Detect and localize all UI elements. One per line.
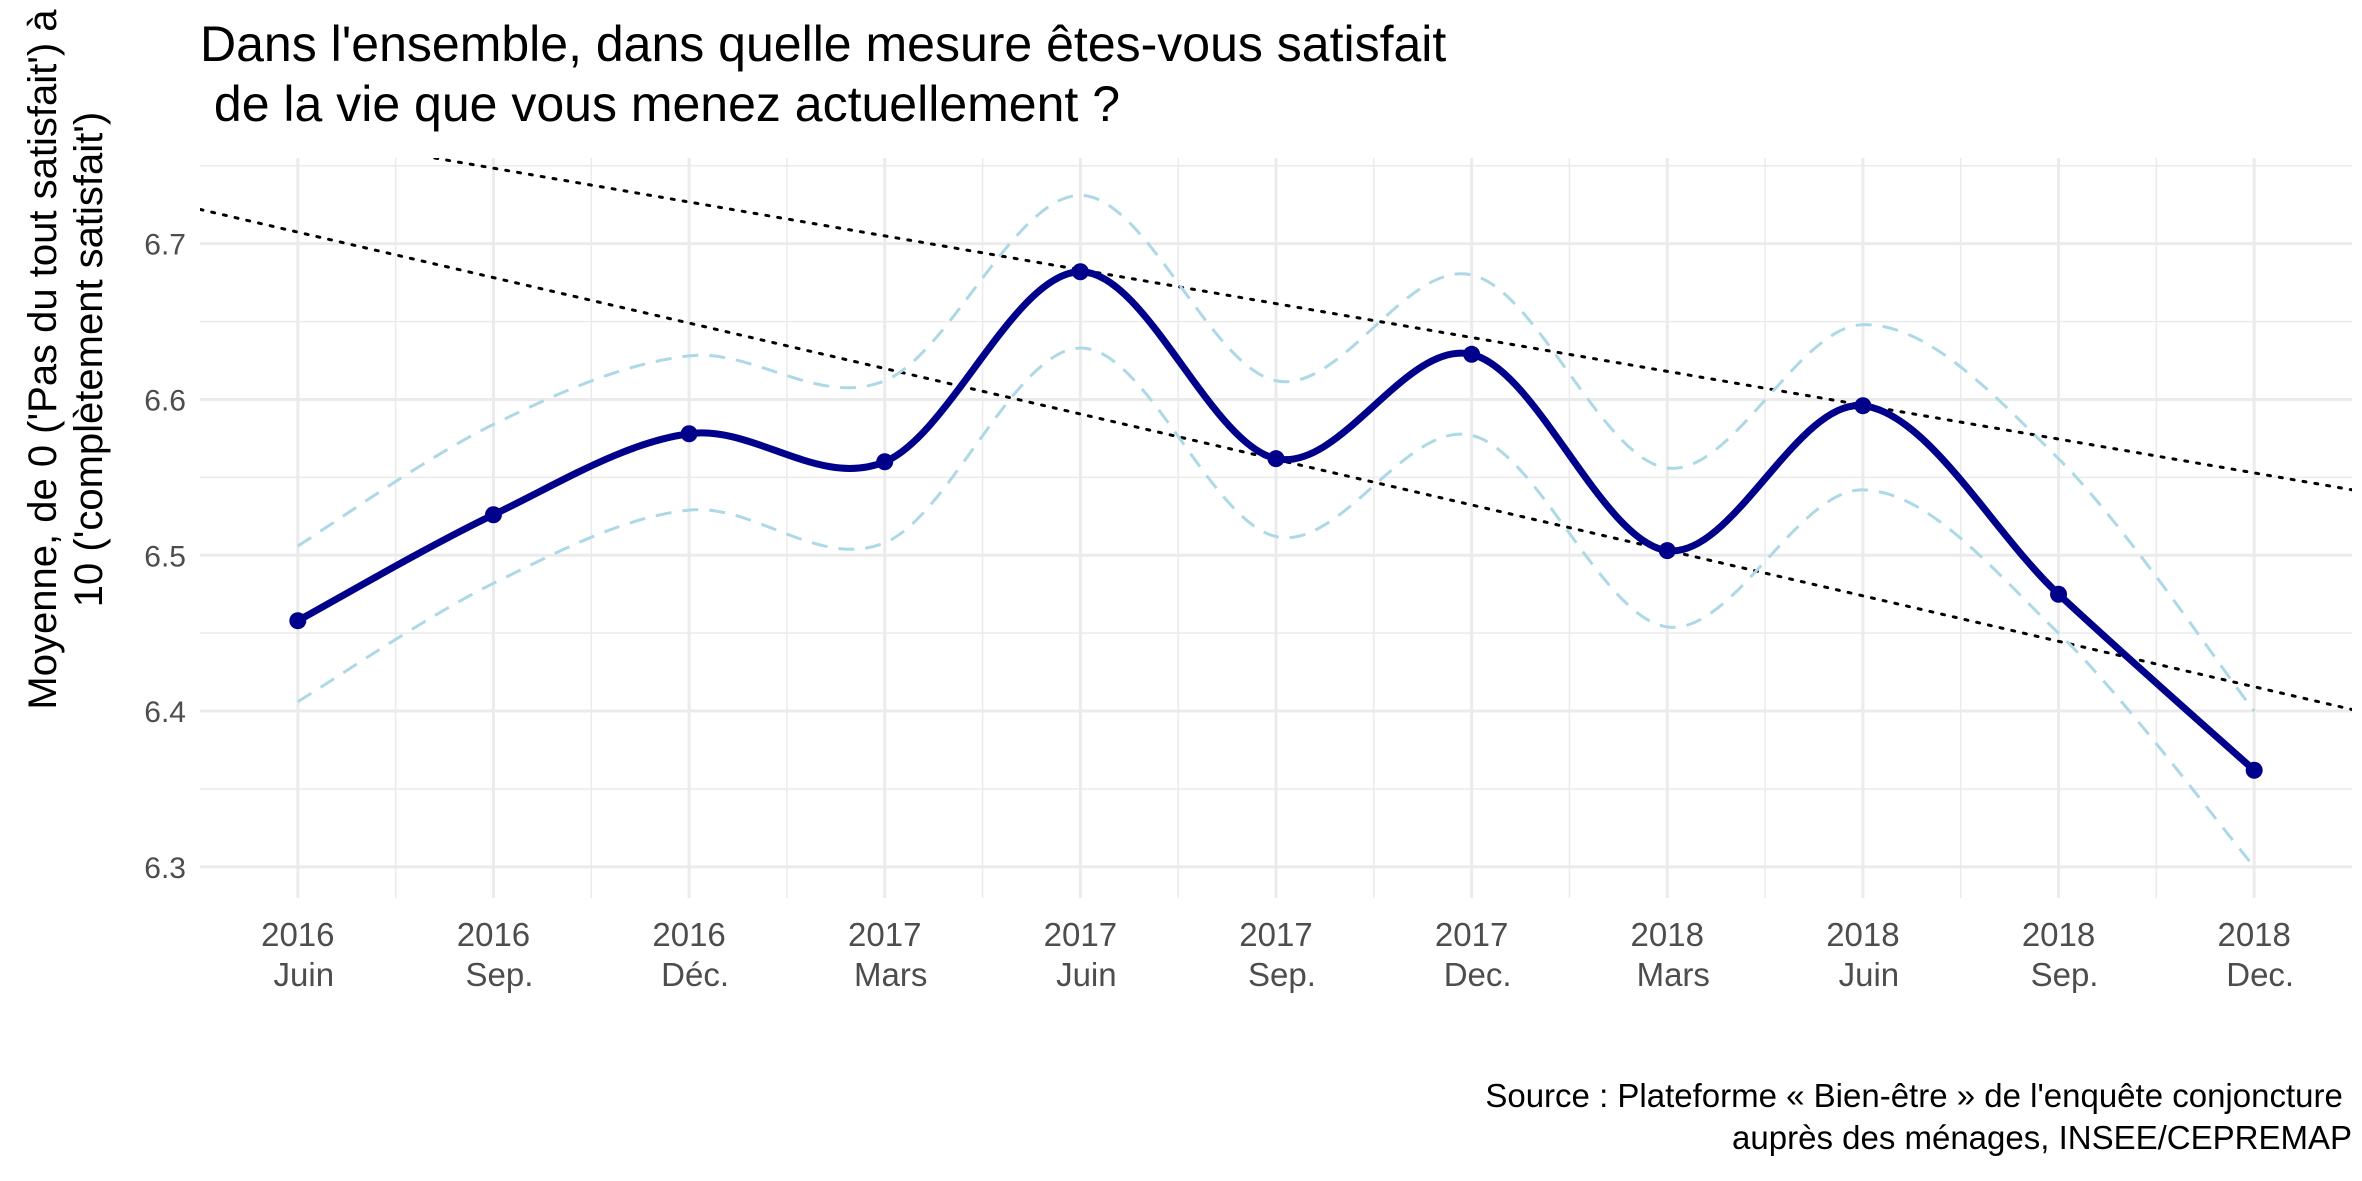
data-point	[1658, 542, 1676, 560]
data-point	[484, 506, 502, 524]
chart-title: Dans l'ensemble, dans quelle mesure êtes…	[200, 16, 1447, 132]
y-tick-label: 6.5	[144, 540, 186, 573]
mean-series	[294, 268, 2258, 774]
y-tick-label: 6.7	[144, 229, 186, 262]
x-tick-label: 2018 Mars	[1631, 916, 1710, 993]
data-point	[876, 453, 894, 471]
source-caption: Source : Plateforme « Bien-être » de l'e…	[1485, 1077, 2352, 1156]
y-tick-labels: 6.3 6.4 6.5 6.6 6.7	[144, 229, 186, 885]
x-tick-label: 2017 Mars	[848, 916, 927, 993]
data-point	[2050, 585, 2068, 603]
x-tick-label: 2017 Sep.	[1239, 916, 1316, 993]
data-point	[1267, 450, 1285, 468]
x-tick-label: 2016 Déc.	[652, 916, 729, 993]
x-tick-labels: 2016 Juin 2016 Sep. 2016 Déc. 2017 Mars 2017 Juin…	[261, 916, 2294, 993]
confidence-band-line	[297, 193, 2256, 712]
x-tick-label: 2018 Juin	[1826, 916, 1899, 993]
major-gridlines	[200, 158, 2352, 898]
data-point	[2245, 761, 2263, 779]
y-tick-label: 6.4	[144, 696, 186, 729]
trend-line	[433, 158, 2352, 492]
x-tick-label: 2016 Sep.	[457, 916, 534, 993]
data-point	[680, 425, 698, 443]
x-tick-label: 2017 Dec.	[1435, 916, 1512, 993]
x-tick-label: 2016 Juin	[261, 916, 334, 993]
data-point	[1071, 263, 1089, 281]
confidence-bands	[297, 193, 2256, 868]
data-point	[1854, 397, 1872, 415]
x-tick-label: 2017 Juin	[1044, 916, 1117, 993]
confidence-band-line	[297, 346, 2256, 868]
x-tick-label: 2018 Sep.	[2022, 916, 2099, 993]
data-point	[289, 612, 307, 630]
y-tick-label: 6.6	[144, 384, 186, 417]
y-tick-label: 6.3	[144, 852, 186, 885]
x-tick-label: 2018 Dec.	[2217, 916, 2294, 993]
mean-points	[289, 263, 2263, 779]
data-point	[1463, 345, 1481, 363]
mean-line	[294, 268, 2258, 774]
